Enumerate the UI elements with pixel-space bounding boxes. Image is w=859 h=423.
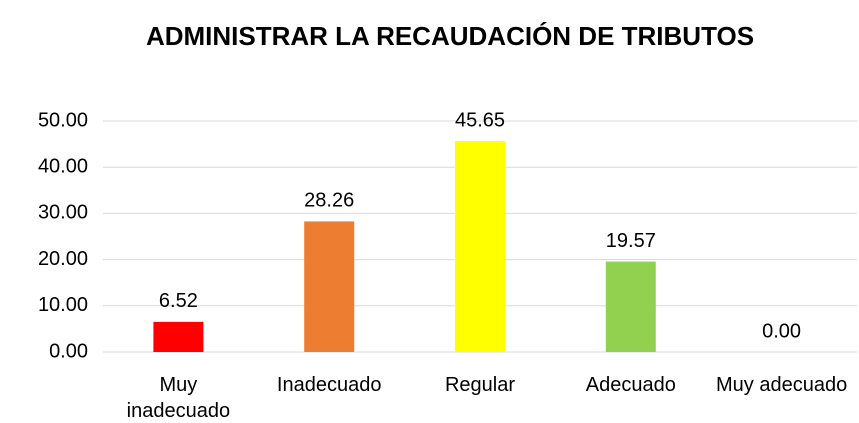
data-label: 19.57 <box>606 230 656 252</box>
data-label: 28.26 <box>304 190 354 212</box>
x-tick-label: Regular <box>444 374 516 396</box>
bar <box>304 221 355 352</box>
bar <box>455 141 505 352</box>
y-tick-label: 50.00 <box>38 109 88 131</box>
x-tick-label: Inadecuado <box>276 374 382 396</box>
data-label: 0.00 <box>762 320 801 342</box>
x-tick-label: Muy adecuado <box>715 374 848 396</box>
bar <box>605 261 656 352</box>
data-label: 45.65 <box>455 109 505 131</box>
chart-title: ADMINISTRAR LA RECAUDACIÓN DE TRIBUTOS <box>145 21 755 51</box>
x-tick-label: Muy inadecuado <box>126 374 231 422</box>
y-tick-label: 20.00 <box>38 248 88 270</box>
y-tick-label: 0.00 <box>49 340 88 362</box>
y-tick-label: 30.00 <box>38 202 88 224</box>
bar <box>153 321 204 352</box>
y-tick-label: 10.00 <box>38 294 88 316</box>
data-label: 6.52 <box>159 290 198 312</box>
y-tick-label: 40.00 <box>38 155 88 177</box>
x-tick-label: Adecuado <box>585 374 676 396</box>
